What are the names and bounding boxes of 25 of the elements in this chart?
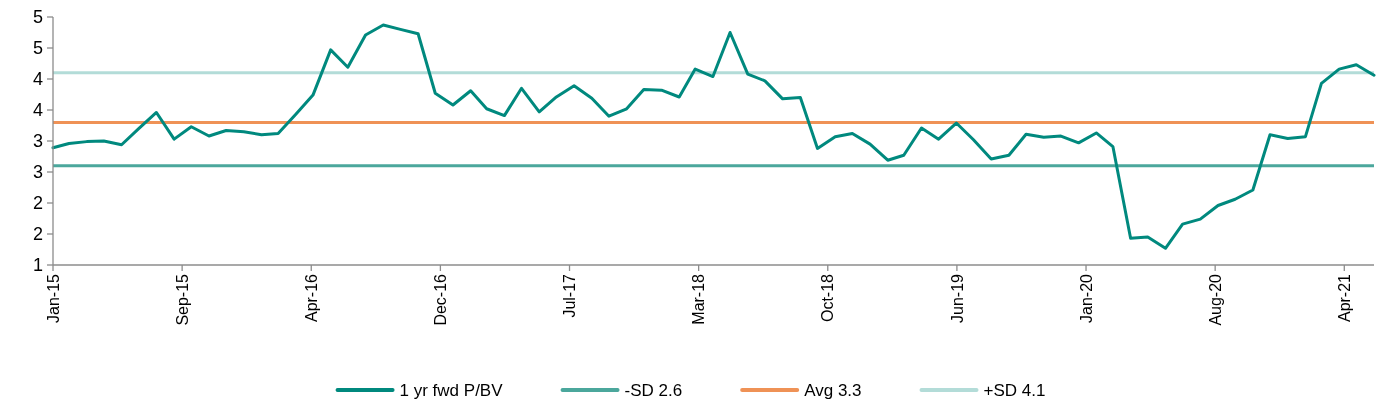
y-tick-label: 5 — [32, 38, 43, 59]
y-tick-label: 2 — [32, 193, 43, 214]
legend-label: +SD 4.1 — [983, 380, 1046, 400]
x-tick-label: Jun-19 — [948, 273, 966, 323]
y-tick-label: 2 — [32, 224, 43, 245]
y-tick-label: 4 — [32, 69, 43, 90]
line-series — [51, 23, 1376, 250]
x-tick-label: Sep-15 — [173, 273, 191, 326]
x-tick-label: Apr-16 — [302, 273, 320, 323]
legend-label: Avg 3.3 — [804, 380, 862, 400]
x-tick-label: Mar-18 — [690, 273, 708, 325]
y-tick-label: 1 — [32, 255, 43, 276]
y-tick-label: 4 — [32, 100, 43, 121]
legend-label: -SD 2.6 — [624, 380, 683, 400]
x-tick-label: Jul-17 — [561, 273, 579, 318]
y-tick-label: 5 — [32, 7, 43, 28]
x-tick-label: Oct-18 — [819, 273, 837, 323]
legend-label: 1 yr fwd P/BV — [399, 380, 504, 400]
x-tick-label: Aug-20 — [1206, 273, 1224, 326]
x-tick-label: Dec-16 — [431, 273, 449, 326]
x-tick-label: Jan-15 — [44, 273, 62, 323]
y-tick-label: 3 — [32, 131, 43, 152]
x-tick-label: Jan-20 — [1077, 273, 1095, 323]
y-tick-label: 3 — [32, 162, 43, 183]
x-tick-label: Apr-21 — [1335, 273, 1353, 323]
